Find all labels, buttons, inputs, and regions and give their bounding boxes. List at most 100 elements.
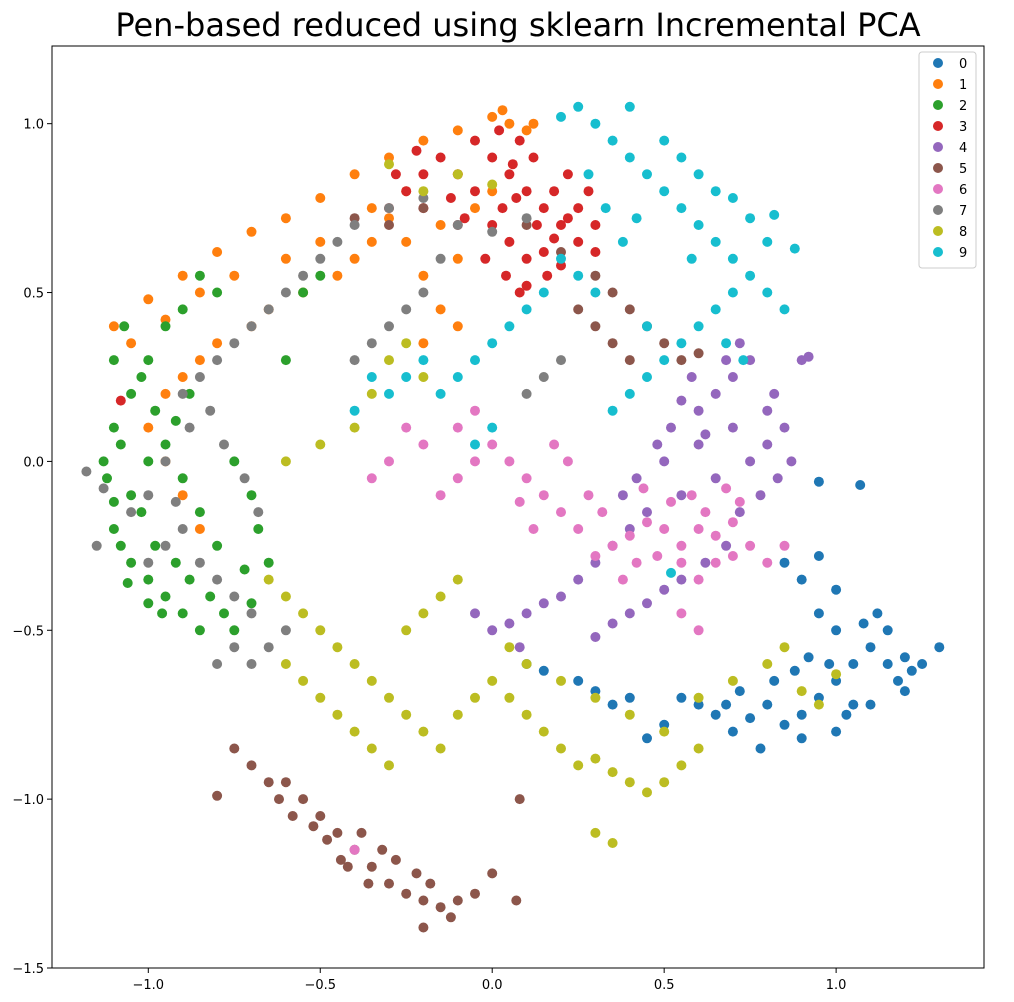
legend-label-7: 7 — [959, 204, 967, 219]
point-class-0 — [831, 625, 842, 636]
point-class-6 — [349, 844, 360, 855]
point-class-6 — [401, 422, 412, 433]
point-class-7 — [521, 213, 532, 224]
point-class-3 — [573, 236, 584, 247]
point-class-4 — [700, 557, 711, 568]
point-class-6 — [384, 456, 394, 467]
point-class-9 — [470, 439, 480, 450]
point-class-9 — [693, 321, 704, 332]
point-class-8 — [280, 659, 291, 669]
point-class-6 — [686, 490, 697, 501]
legend-box — [918, 51, 977, 269]
point-class-2 — [108, 496, 119, 507]
point-class-1 — [212, 247, 223, 257]
point-class-2 — [115, 540, 126, 551]
point-class-5 — [511, 895, 522, 906]
point-class-2 — [126, 388, 137, 399]
point-class-5 — [607, 338, 618, 349]
point-class-0 — [865, 699, 876, 710]
point-class-4 — [693, 405, 704, 416]
point-class-5 — [363, 878, 374, 889]
point-class-3 — [411, 145, 422, 156]
point-class-8 — [384, 159, 394, 170]
point-class-0 — [882, 659, 893, 669]
point-class-0 — [710, 709, 721, 720]
point-class-7 — [349, 220, 360, 230]
point-class-4 — [504, 618, 515, 629]
point-class-1 — [177, 490, 188, 501]
point-class-8 — [384, 692, 394, 703]
point-class-4 — [659, 584, 670, 595]
legend-label-1: 1 — [959, 78, 967, 93]
point-class-6 — [514, 496, 525, 507]
point-class-4 — [624, 608, 635, 619]
point-class-1 — [315, 193, 326, 203]
point-class-2 — [184, 574, 195, 585]
point-class-4 — [762, 439, 773, 450]
point-class-8 — [727, 675, 738, 686]
point-class-6 — [583, 490, 594, 501]
point-class-3 — [504, 169, 515, 180]
y-tick-label: −0.5 — [12, 624, 44, 639]
point-class-9 — [789, 243, 800, 254]
point-class-6 — [504, 456, 515, 467]
point-class-8 — [556, 743, 566, 754]
point-class-2 — [219, 608, 229, 619]
point-class-8 — [435, 743, 446, 754]
point-class-2 — [136, 372, 147, 382]
point-class-1 — [487, 111, 498, 122]
point-class-1 — [177, 270, 188, 281]
point-class-8 — [813, 699, 824, 710]
point-class-9 — [624, 152, 635, 163]
point-class-7 — [194, 372, 205, 382]
point-class-7 — [263, 642, 274, 653]
point-class-6 — [693, 625, 704, 636]
point-class-5 — [229, 743, 240, 754]
point-class-8 — [762, 659, 773, 669]
point-class-5 — [263, 777, 274, 788]
point-class-9 — [642, 169, 652, 180]
point-class-7 — [246, 321, 257, 332]
point-class-8 — [693, 743, 704, 754]
point-class-4 — [769, 388, 780, 399]
point-class-6 — [693, 574, 704, 585]
x-tick-label: −0.5 — [304, 978, 336, 993]
point-class-6 — [418, 439, 429, 450]
point-class-8 — [280, 591, 291, 602]
point-class-7 — [229, 591, 240, 602]
point-class-2 — [177, 608, 188, 619]
point-class-6 — [631, 557, 642, 568]
point-class-1 — [280, 213, 291, 224]
point-class-0 — [607, 699, 618, 710]
point-class-3 — [435, 152, 446, 163]
point-class-3 — [562, 169, 573, 180]
point-class-6 — [528, 524, 539, 534]
y-tick-label: −1.5 — [12, 962, 44, 977]
point-class-7 — [229, 338, 240, 349]
point-class-7 — [298, 270, 309, 281]
point-class-7 — [91, 540, 102, 551]
point-class-1 — [280, 253, 291, 264]
point-class-1 — [126, 338, 137, 349]
point-class-6 — [693, 524, 704, 534]
point-class-3 — [538, 247, 549, 257]
point-class-9 — [487, 338, 498, 349]
point-class-2 — [315, 270, 326, 281]
legend-marker-3 — [933, 121, 943, 131]
point-class-3 — [507, 159, 518, 170]
legend-marker-8 — [933, 226, 943, 236]
point-class-2 — [298, 287, 309, 298]
y-tick-label: −1.0 — [12, 793, 44, 808]
point-class-1 — [160, 388, 171, 399]
point-class-9 — [556, 253, 566, 264]
point-class-1 — [504, 118, 515, 129]
point-class-6 — [710, 557, 721, 568]
point-class-6 — [597, 507, 608, 518]
point-class-7 — [538, 372, 549, 382]
point-class-4 — [745, 456, 756, 467]
point-class-7 — [212, 574, 223, 585]
point-class-6 — [452, 422, 463, 433]
point-class-0 — [762, 699, 773, 710]
legend-marker-4 — [933, 142, 943, 152]
point-class-0 — [848, 699, 859, 710]
